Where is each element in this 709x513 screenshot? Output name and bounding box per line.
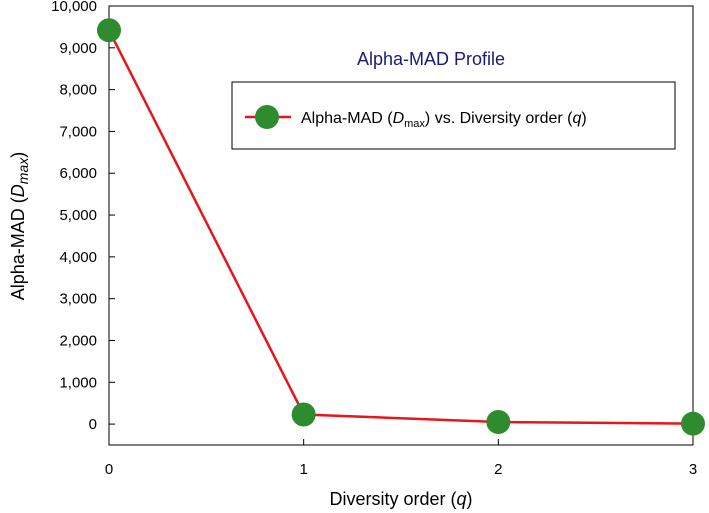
y-axis-ticks: 0 1,000 2,000 3,000 4,000 5,000 6,000 7,000 8,00… xyxy=(51,0,115,433)
legend-entry-var: D xyxy=(393,110,405,127)
x-tick-label: 2 xyxy=(494,461,502,478)
chart-title: Alpha-MAD Profile xyxy=(357,49,505,69)
data-point xyxy=(291,402,316,427)
y-axis-label-sub: max xyxy=(15,157,31,184)
legend-entry-prefix: Alpha-MAD ( xyxy=(301,110,393,127)
data-point xyxy=(681,411,705,436)
y-tick-label: 9,000 xyxy=(59,40,97,57)
y-tick-label: 8,000 xyxy=(59,82,97,99)
x-axis-label-suffix: ) xyxy=(467,489,473,509)
data-point xyxy=(97,18,121,43)
series-line xyxy=(107,29,694,425)
x-axis-label: Diversity order (q) xyxy=(329,489,472,509)
legend-box xyxy=(231,81,676,150)
x-tick-label: 0 xyxy=(105,461,113,478)
y-tick-label: 3,000 xyxy=(59,291,97,308)
y-axis-label-var: D xyxy=(8,184,28,197)
plot-frame xyxy=(108,5,694,446)
y-tick-label: 10,000 xyxy=(51,0,97,15)
legend-entry-var2: q xyxy=(573,110,582,127)
legend-marker-sample xyxy=(255,105,279,129)
legend-entry-suffix: ) xyxy=(581,110,586,127)
legend-entry-sub: max xyxy=(404,118,425,130)
y-axis-label-prefix: Alpha-MAD ( xyxy=(8,197,28,300)
data-point xyxy=(486,410,511,435)
x-tick-label: 1 xyxy=(299,461,307,478)
series-layer xyxy=(97,18,705,436)
legend-entry: Alpha-MAD (Dmax) vs. Diversity order (q) xyxy=(301,110,587,130)
y-axis-label: Alpha-MAD (Dmax) xyxy=(8,152,31,300)
y-tick-label: 2,000 xyxy=(59,332,97,349)
y-tick-label: 1,000 xyxy=(59,374,97,391)
y-tick-label: 5,000 xyxy=(59,207,97,224)
y-axis-label-suffix: ) xyxy=(8,152,28,158)
y-tick-label: 6,000 xyxy=(59,165,97,182)
y-tick-label: 7,000 xyxy=(59,123,97,140)
x-axis-label-prefix: Diversity order ( xyxy=(329,489,456,509)
x-axis-label-var: q xyxy=(457,489,467,509)
y-tick-label: 4,000 xyxy=(59,249,97,266)
x-axis-ticks: 0 1 2 3 xyxy=(105,439,697,478)
legend: Alpha-MAD (Dmax) vs. Diversity order (q) xyxy=(231,81,676,150)
y-tick-label: 0 xyxy=(89,416,97,433)
legend-entry-middle: ) vs. Diversity order ( xyxy=(425,110,573,127)
x-tick-label: 3 xyxy=(689,461,697,478)
